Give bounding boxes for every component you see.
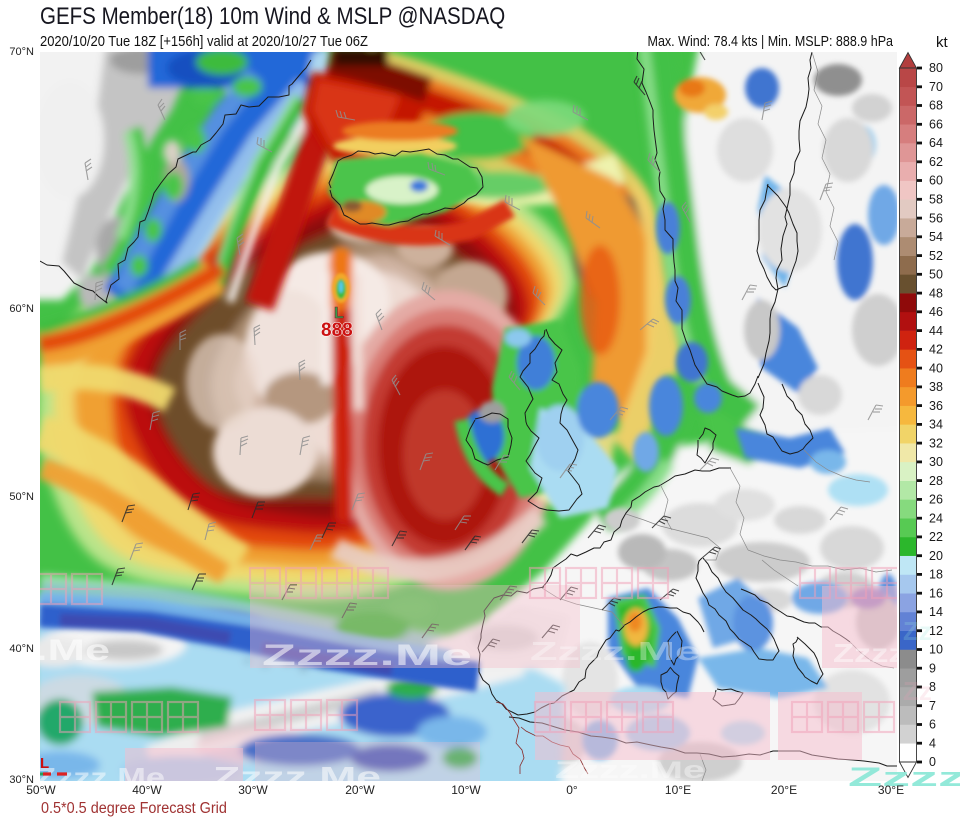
svg-text:56: 56 xyxy=(929,211,943,225)
svg-text:46: 46 xyxy=(929,305,943,319)
svg-text:40: 40 xyxy=(929,361,943,375)
svg-text:Zz: Zz xyxy=(903,676,932,706)
svg-text:24: 24 xyxy=(929,511,943,525)
svg-text:0: 0 xyxy=(929,755,936,769)
svg-text:44: 44 xyxy=(929,324,943,338)
svg-text:26: 26 xyxy=(929,493,943,507)
svg-text:34: 34 xyxy=(929,418,943,432)
svg-text:4: 4 xyxy=(929,736,936,750)
svg-text:70: 70 xyxy=(929,80,943,94)
svg-text:48: 48 xyxy=(929,286,943,300)
svg-text:Zzzz.Me: Zzzz.Me xyxy=(40,634,110,667)
svg-text:54: 54 xyxy=(929,230,943,244)
svg-text:Zzzz.Me: Zzzz.Me xyxy=(213,761,381,781)
svg-text:6: 6 xyxy=(929,718,936,732)
svg-text:50: 50 xyxy=(929,268,943,282)
svg-text:28: 28 xyxy=(929,474,943,488)
svg-text:22: 22 xyxy=(929,530,943,544)
svg-text:L: L xyxy=(334,305,344,322)
svg-text:Zzzz.Me: Zzzz.Me xyxy=(555,757,705,781)
svg-text:Zzzz.Me: Zzzz.Me xyxy=(40,762,165,781)
svg-text:52: 52 xyxy=(929,249,943,263)
svg-text:42: 42 xyxy=(929,343,943,357)
svg-text:30: 30 xyxy=(929,455,943,469)
svg-text:Zzzz.Me: Zzzz.Me xyxy=(833,638,897,668)
svg-text:36: 36 xyxy=(929,399,943,413)
svg-text:62: 62 xyxy=(929,155,943,169)
svg-text:38: 38 xyxy=(929,380,943,394)
svg-text:68: 68 xyxy=(929,99,943,113)
svg-text:66: 66 xyxy=(929,118,943,132)
svg-text:60: 60 xyxy=(929,174,943,188)
svg-text:8: 8 xyxy=(929,680,936,694)
svg-text:Zzzz: Zzzz xyxy=(848,762,960,792)
svg-text:12: 12 xyxy=(929,624,943,638)
svg-text:20: 20 xyxy=(929,549,943,563)
svg-text:58: 58 xyxy=(929,193,943,207)
svg-text:16: 16 xyxy=(929,586,943,600)
svg-text:64: 64 xyxy=(929,136,943,150)
svg-text:10: 10 xyxy=(929,643,943,657)
svg-text:L: L xyxy=(40,755,49,772)
svg-text:Zzzz.Me: Zzzz.Me xyxy=(262,639,472,672)
svg-text:80: 80 xyxy=(929,61,943,75)
svg-text:Zzzz.Me: Zzzz.Me xyxy=(530,636,700,666)
svg-text:7: 7 xyxy=(929,699,936,713)
svg-text:18: 18 xyxy=(929,568,943,582)
svg-text:14: 14 xyxy=(929,605,943,619)
svg-text:Zz: Zz xyxy=(903,616,932,646)
svg-text:888: 888 xyxy=(321,320,353,341)
svg-text:9: 9 xyxy=(929,661,936,675)
svg-text:32: 32 xyxy=(929,436,943,450)
